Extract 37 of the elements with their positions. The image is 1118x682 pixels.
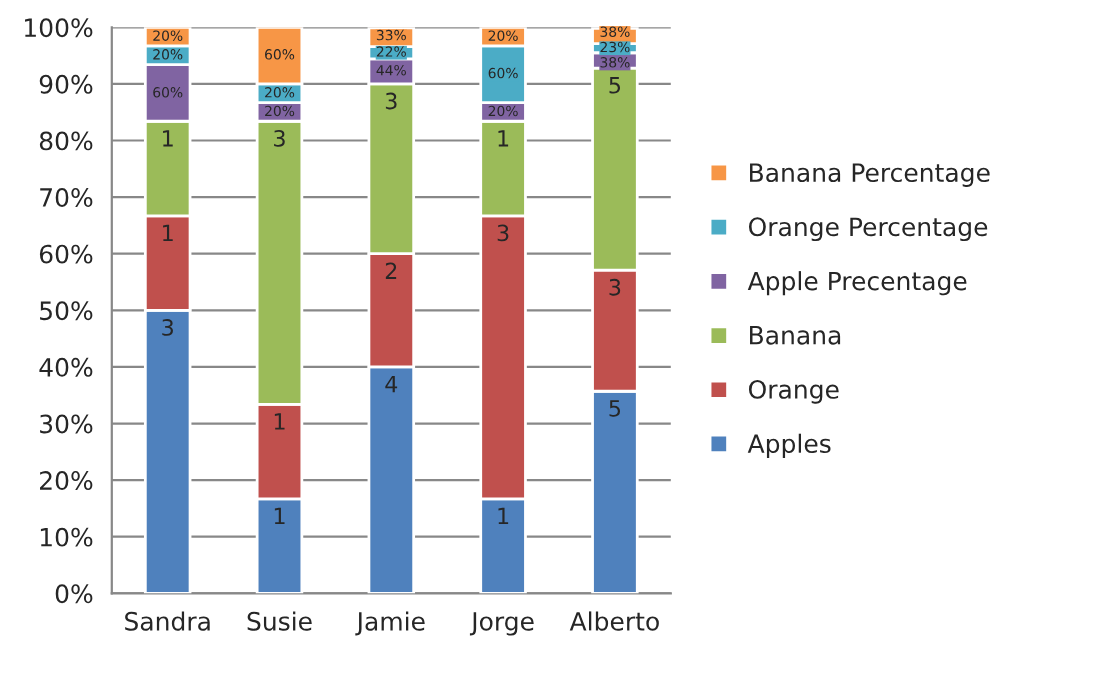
annotation: 1	[163, 224, 173, 241]
y-tick-label: 60%	[39, 244, 93, 264]
x-tick-label: Sandra	[125, 611, 210, 631]
annotation: 1	[274, 413, 285, 430]
annotation: 3	[162, 319, 173, 336]
y-tick-label: 30%	[40, 414, 93, 434]
annotation: 3	[609, 278, 621, 296]
y-tick-label: 90%	[39, 74, 93, 94]
y-tick-label: 70%	[40, 188, 93, 207]
annotation: 3	[385, 92, 397, 110]
legend-label: Apples	[747, 433, 831, 458]
y-tick-label: 50%	[40, 301, 93, 321]
annotation: 5	[609, 77, 621, 94]
y-tick-label: 0%	[55, 584, 93, 604]
y-tick-label: 100%	[25, 18, 93, 38]
x-tick-label: Jorge	[469, 612, 534, 636]
y-tick-label: 20%	[40, 471, 93, 490]
x-tick-label: Jamie	[355, 611, 425, 636]
annotation: 4	[385, 375, 398, 393]
y-tick-label: 10%	[40, 527, 93, 547]
x-tick-label: Alberto	[569, 611, 659, 631]
legend-label: Orange	[748, 379, 839, 404]
legend-label: Orange Percentage	[748, 217, 988, 242]
annotation: 2	[385, 262, 397, 279]
annotation: 1	[498, 130, 509, 147]
annotation: 5	[609, 400, 621, 417]
legend-label: Banana Percentage	[750, 163, 990, 187]
annotation: 3	[274, 129, 285, 147]
legend-label: Apple Precentage	[747, 271, 967, 296]
annotation: 1	[498, 507, 509, 525]
legend-label: Banana	[750, 326, 841, 345]
annotation: 3	[497, 224, 509, 242]
x-tick-label: Susie	[247, 611, 312, 631]
y-tick-label: 80%	[39, 131, 93, 151]
annotation: 1	[163, 130, 173, 147]
y-tick-label: 40%	[39, 357, 93, 377]
annotation: 1	[274, 507, 285, 525]
